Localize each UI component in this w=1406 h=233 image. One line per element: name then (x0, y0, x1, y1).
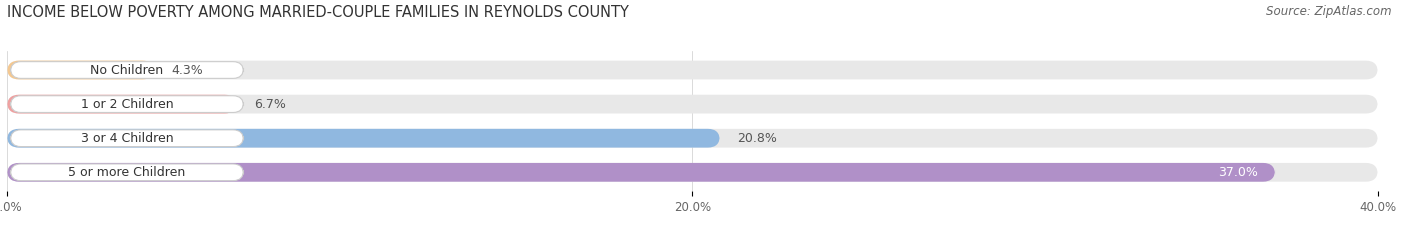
Text: Source: ZipAtlas.com: Source: ZipAtlas.com (1267, 5, 1392, 18)
Text: 37.0%: 37.0% (1218, 166, 1258, 179)
FancyBboxPatch shape (7, 129, 1378, 147)
FancyBboxPatch shape (7, 95, 236, 113)
FancyBboxPatch shape (7, 95, 1378, 113)
FancyBboxPatch shape (7, 129, 720, 147)
FancyBboxPatch shape (10, 164, 243, 181)
FancyBboxPatch shape (10, 96, 243, 113)
FancyBboxPatch shape (7, 61, 1378, 79)
Text: 4.3%: 4.3% (172, 64, 204, 76)
Text: 6.7%: 6.7% (254, 98, 285, 111)
Text: INCOME BELOW POVERTY AMONG MARRIED-COUPLE FAMILIES IN REYNOLDS COUNTY: INCOME BELOW POVERTY AMONG MARRIED-COUPL… (7, 5, 628, 20)
Text: No Children: No Children (90, 64, 163, 76)
FancyBboxPatch shape (10, 130, 243, 147)
FancyBboxPatch shape (7, 61, 155, 79)
FancyBboxPatch shape (7, 163, 1275, 182)
FancyBboxPatch shape (10, 62, 243, 78)
Text: 20.8%: 20.8% (737, 132, 778, 145)
Text: 5 or more Children: 5 or more Children (69, 166, 186, 179)
Text: 1 or 2 Children: 1 or 2 Children (80, 98, 173, 111)
Text: 3 or 4 Children: 3 or 4 Children (80, 132, 173, 145)
FancyBboxPatch shape (7, 163, 1378, 182)
